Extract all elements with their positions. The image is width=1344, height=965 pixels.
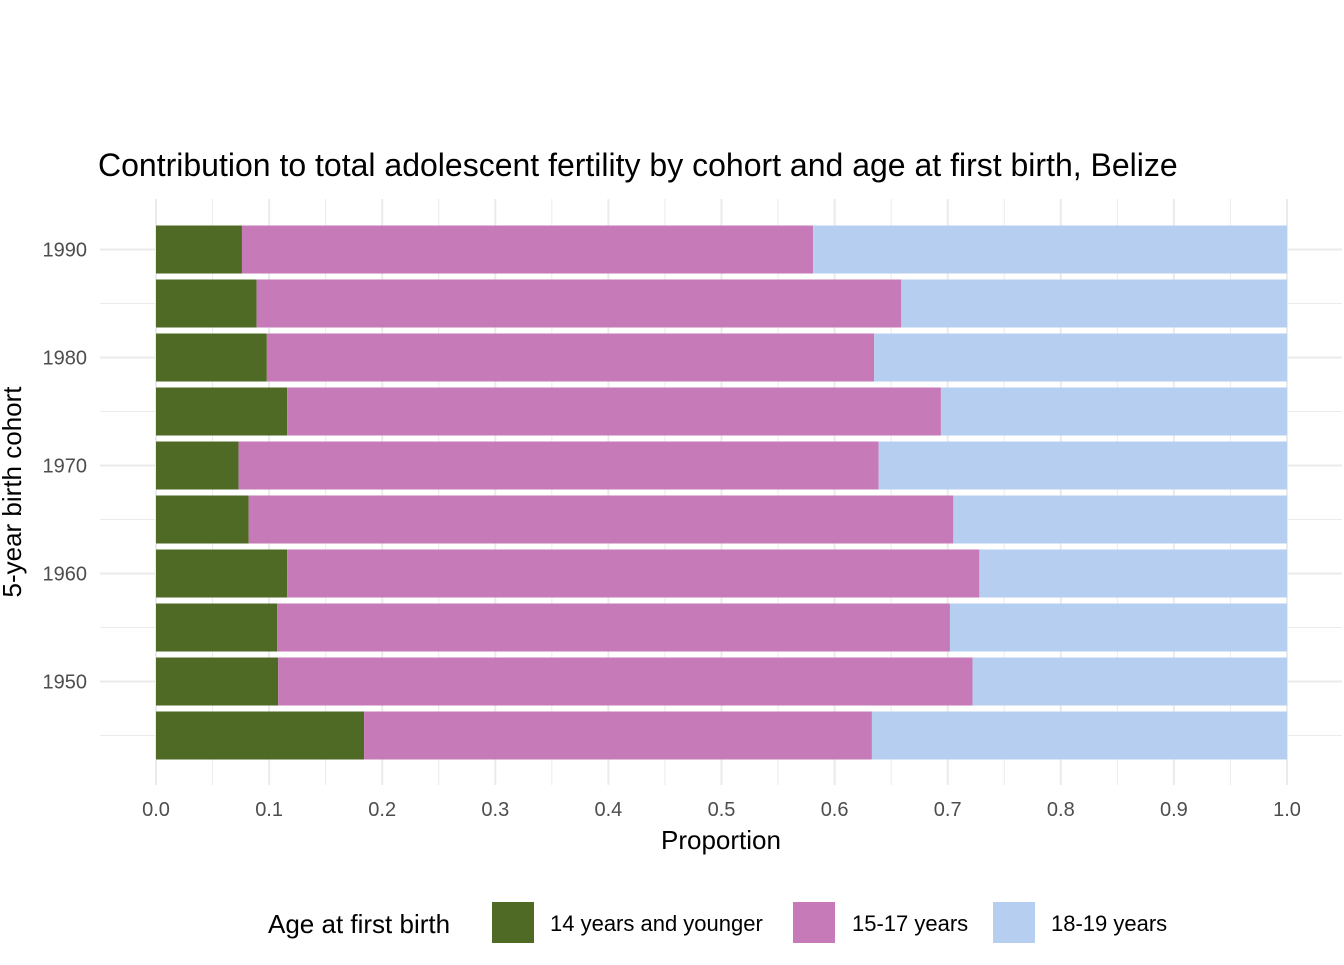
x-tick-label: 0.8	[1047, 799, 1075, 821]
bar-segment	[156, 549, 288, 598]
bar-segment	[874, 333, 1287, 382]
bar-segment	[241, 225, 814, 274]
bar-segment	[156, 603, 278, 652]
y-tick-label: 1950	[43, 672, 88, 694]
legend-title: Age at first birth	[268, 909, 450, 939]
legend: Age at first birth 14 years and younger 1…	[268, 902, 1167, 943]
legend-label: 15-17 years	[852, 911, 968, 936]
x-tick-label: 0.4	[594, 799, 622, 821]
bar-segment	[871, 711, 1287, 760]
bar-segment	[156, 495, 249, 544]
bar-segment	[287, 549, 980, 598]
bar-segment	[156, 225, 242, 274]
x-tick-label: 0.5	[708, 799, 736, 821]
x-tick-label: 0.3	[481, 799, 509, 821]
bar-segment	[878, 441, 1287, 490]
bars-layer	[156, 225, 1287, 760]
y-axis-title: 5-year birth cohort	[0, 386, 27, 598]
y-tick-label: 1990	[43, 240, 88, 262]
x-tick-label: 0.6	[821, 799, 849, 821]
x-axis-title: Proportion	[661, 825, 781, 855]
bar-segment	[277, 603, 950, 652]
legend-key	[793, 902, 835, 943]
bar-segment	[949, 603, 1287, 652]
legend-label: 18-19 years	[1051, 911, 1167, 936]
bar-segment	[156, 657, 279, 706]
bar-segment	[972, 657, 1287, 706]
legend-key	[993, 902, 1035, 943]
chart-title: Contribution to total adolescent fertili…	[98, 147, 1178, 183]
y-tick-label: 1970	[43, 456, 88, 478]
bar-segment	[156, 279, 257, 328]
legend-key	[492, 902, 534, 943]
bar-segment	[813, 225, 1287, 274]
bar-segment	[953, 495, 1287, 544]
bar-segment	[156, 333, 267, 382]
bar-segment	[364, 711, 872, 760]
bar-segment	[156, 387, 288, 436]
bar-segment	[287, 387, 941, 436]
bar-segment	[266, 333, 875, 382]
bar-segment	[156, 441, 239, 490]
x-axis-ticks: 0.0 0.1 0.2 0.3 0.4 0.5 0.6 0.7 0.8 0.9 1.0	[142, 799, 1301, 821]
y-tick-label: 1980	[43, 348, 88, 370]
legend-label: 14 years and younger	[550, 911, 763, 936]
bar-segment	[256, 279, 902, 328]
bar-segment	[979, 549, 1287, 598]
bar-segment	[278, 657, 973, 706]
x-tick-label: 0.0	[142, 799, 170, 821]
y-tick-label: 1960	[43, 564, 88, 586]
x-tick-label: 0.1	[255, 799, 283, 821]
x-tick-label: 0.2	[368, 799, 396, 821]
bar-segment	[248, 495, 954, 544]
x-tick-label: 1.0	[1273, 799, 1301, 821]
bar-segment	[238, 441, 879, 490]
y-axis-ticks: 1950 1960 1970 1980 1990	[43, 240, 88, 694]
x-tick-label: 0.7	[934, 799, 962, 821]
bar-segment	[940, 387, 1287, 436]
x-tick-label: 0.9	[1160, 799, 1188, 821]
bar-segment	[156, 711, 365, 760]
bar-segment	[901, 279, 1287, 328]
